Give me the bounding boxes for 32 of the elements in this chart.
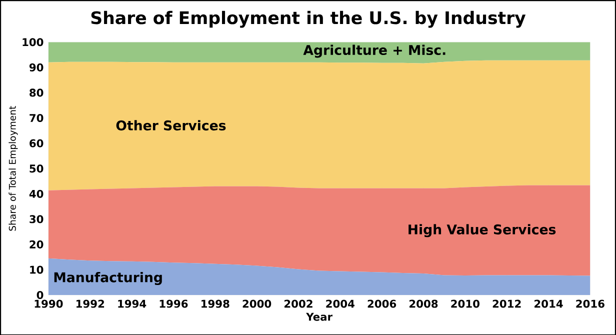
x-tick-label: 2010 xyxy=(451,299,480,308)
series-label: Agriculture + Misc. xyxy=(303,44,446,58)
x-tick-label: 2004 xyxy=(326,299,354,308)
x-tick-label: 2012 xyxy=(492,299,521,308)
y-tick-label: 10 xyxy=(30,265,44,274)
y-tick-label: 50 xyxy=(30,164,44,172)
x-tick-label: 2002 xyxy=(284,299,312,308)
series-label: High Value Services xyxy=(408,224,556,237)
series-label: Manufacturing xyxy=(54,272,162,285)
y-tick-label: 60 xyxy=(30,139,44,148)
y-tick-label: 20 xyxy=(30,240,44,248)
y-axis-title: Share of Total Employment xyxy=(8,106,18,231)
y-tick-label: 30 xyxy=(30,214,44,223)
x-axis-title: Year xyxy=(306,312,332,321)
x-tick-label: 2006 xyxy=(368,299,396,308)
y-tick-label: 70 xyxy=(30,114,44,122)
y-tick-label: 0 xyxy=(36,290,44,299)
y-tick-label: 100 xyxy=(22,38,44,46)
y-tick-label: 40 xyxy=(29,190,44,198)
x-tick-label: 2014 xyxy=(534,299,563,308)
x-tick-label: 2016 xyxy=(576,299,604,308)
x-tick-label: 2008 xyxy=(410,299,438,308)
x-tick-label: 1996 xyxy=(160,299,188,308)
y-tick-label: 80 xyxy=(30,88,44,96)
x-tick-label: 2000 xyxy=(242,299,272,308)
chart-title: Share of Employment in the U.S. by Industry xyxy=(91,10,526,28)
y-tick-label: 90 xyxy=(29,63,44,72)
x-tick-label: 1992 xyxy=(76,299,104,308)
x-tick-label: 1994 xyxy=(118,299,146,308)
x-tick-label: 1990 xyxy=(34,299,63,308)
series-label: Other Services xyxy=(116,120,226,130)
x-tick-label: 1998 xyxy=(202,299,230,308)
